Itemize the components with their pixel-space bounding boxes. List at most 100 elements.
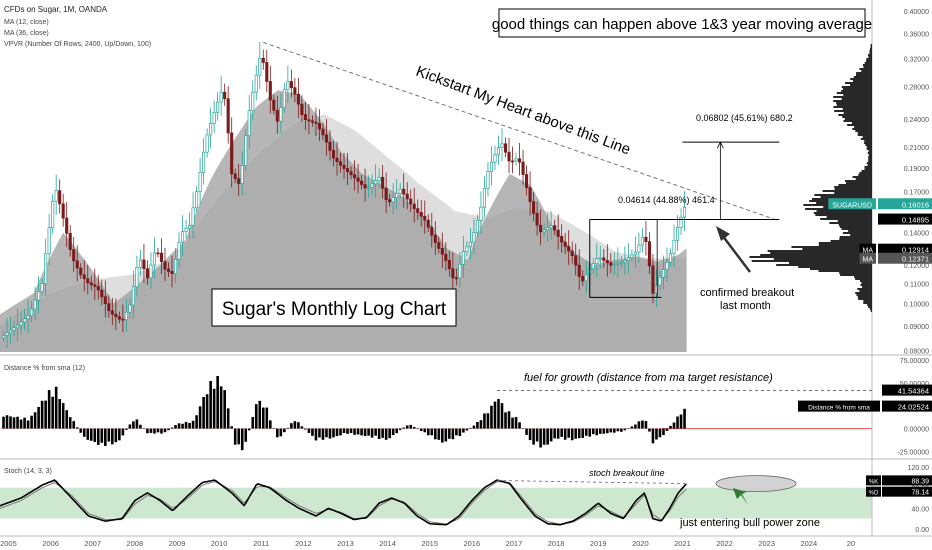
resistance-trendline xyxy=(263,41,780,222)
vpvr-bar xyxy=(852,80,872,82)
candle-body xyxy=(159,252,164,263)
vpvr-bar xyxy=(862,64,872,66)
candle-body xyxy=(19,321,23,326)
bull-zone-note: just entering bull power zone xyxy=(679,517,820,529)
candle-body xyxy=(251,91,255,112)
distance-bar xyxy=(476,421,479,429)
candle-body xyxy=(360,180,364,185)
distance-bar xyxy=(651,428,655,444)
candle-body xyxy=(475,220,479,233)
distance-tick-label: 75.00000 xyxy=(900,358,929,365)
candle-body xyxy=(595,258,599,264)
distance-bar xyxy=(606,428,609,434)
candle-body xyxy=(500,143,504,149)
distance-bar xyxy=(314,428,318,441)
distance-bar xyxy=(240,428,244,451)
candle-body xyxy=(553,225,557,231)
vpvr-bar xyxy=(798,266,872,268)
distance-bar xyxy=(409,424,413,429)
distance-bar xyxy=(9,416,12,429)
vpvr-bar xyxy=(836,104,872,106)
candle-body xyxy=(609,262,613,266)
candle-body xyxy=(353,174,357,179)
vpvr-bar xyxy=(866,148,872,150)
distance-tick-label: -25.00000 xyxy=(897,449,929,456)
candle-body xyxy=(188,224,192,229)
candle-body xyxy=(152,252,157,266)
vpvr-bar xyxy=(833,106,872,108)
distance-bar xyxy=(202,396,205,429)
distance-bar xyxy=(195,415,198,429)
vpvr-bar xyxy=(855,278,872,280)
candle-body xyxy=(65,217,69,234)
vpvr-bar xyxy=(862,136,872,138)
distance-bar xyxy=(598,428,602,434)
candle-body xyxy=(619,261,623,264)
distance-bar xyxy=(82,428,86,437)
stoch-value: 78.14 xyxy=(911,490,929,497)
distance-bar xyxy=(577,428,581,439)
distance-bar xyxy=(125,428,128,430)
distance-bar xyxy=(641,420,644,429)
vpvr-bar xyxy=(822,190,872,192)
candle-body xyxy=(37,291,41,301)
candle-body xyxy=(226,98,230,134)
distance-bar xyxy=(311,428,314,436)
price-tick-label: 0.21000 xyxy=(904,145,929,152)
candle-body xyxy=(581,276,585,282)
vpvr-bar xyxy=(866,146,872,148)
price-tick-label: 0.08000 xyxy=(904,349,929,356)
distance-bar xyxy=(437,428,441,440)
distance-bar xyxy=(304,428,307,430)
vpvr-bar xyxy=(818,244,872,246)
vpvr-bar xyxy=(861,282,872,284)
candle-body xyxy=(510,160,515,163)
candle-body xyxy=(542,229,546,233)
distance-bar xyxy=(570,428,574,441)
year-tick-label: 2006 xyxy=(42,539,59,548)
price-label-tag: MA xyxy=(863,257,874,264)
candle-body xyxy=(616,262,620,265)
candle-body xyxy=(279,107,283,122)
candle-body xyxy=(630,254,634,259)
candle-body xyxy=(398,188,402,194)
distance-bar xyxy=(609,428,613,433)
distance-bar xyxy=(462,428,465,433)
candle-body xyxy=(180,231,185,243)
bull-zone-band xyxy=(0,487,872,519)
distance-bar xyxy=(511,417,514,429)
price-tick-label: 0.12000 xyxy=(904,263,929,270)
title-box-text: Sugar's Monthly Log Chart xyxy=(222,299,447,320)
vpvr-bar xyxy=(853,76,872,78)
stoch-k-line xyxy=(0,479,687,526)
candle-body xyxy=(40,283,44,293)
candle-body xyxy=(173,259,178,275)
candle-body xyxy=(237,178,241,184)
year-tick-label: 2010 xyxy=(211,539,228,548)
distance-bar xyxy=(163,428,167,433)
vpvr-bar xyxy=(839,272,872,274)
distance-bar xyxy=(72,421,76,429)
stoch-tag: %K xyxy=(869,479,878,485)
vpvr-bar xyxy=(865,144,872,146)
vpvr-bar xyxy=(864,140,872,142)
vpvr-bar xyxy=(814,194,872,196)
stoch-tick-label: 0.00 xyxy=(915,527,929,534)
vpvr-bar xyxy=(760,254,872,256)
distance-bar xyxy=(448,428,451,439)
distance-bar xyxy=(665,428,669,431)
distance-bar xyxy=(483,413,486,429)
measure-2-label: 0.06802 (45.61%) 680.2 xyxy=(696,113,793,123)
candle-body xyxy=(507,151,511,162)
distance-bar xyxy=(276,428,279,438)
vpvr-bar xyxy=(857,132,872,134)
distance-bar xyxy=(146,428,149,434)
price-label-tag-box xyxy=(859,243,876,255)
candle-body xyxy=(567,246,571,252)
vpvr-bar xyxy=(868,160,872,162)
vpvr-bar xyxy=(854,276,872,278)
candle-body xyxy=(61,203,65,219)
vpvr-bar xyxy=(839,236,872,238)
distance-title: Distance % from sma (12) xyxy=(4,365,85,372)
breakout-note-1: confirmed breakout xyxy=(700,287,794,299)
